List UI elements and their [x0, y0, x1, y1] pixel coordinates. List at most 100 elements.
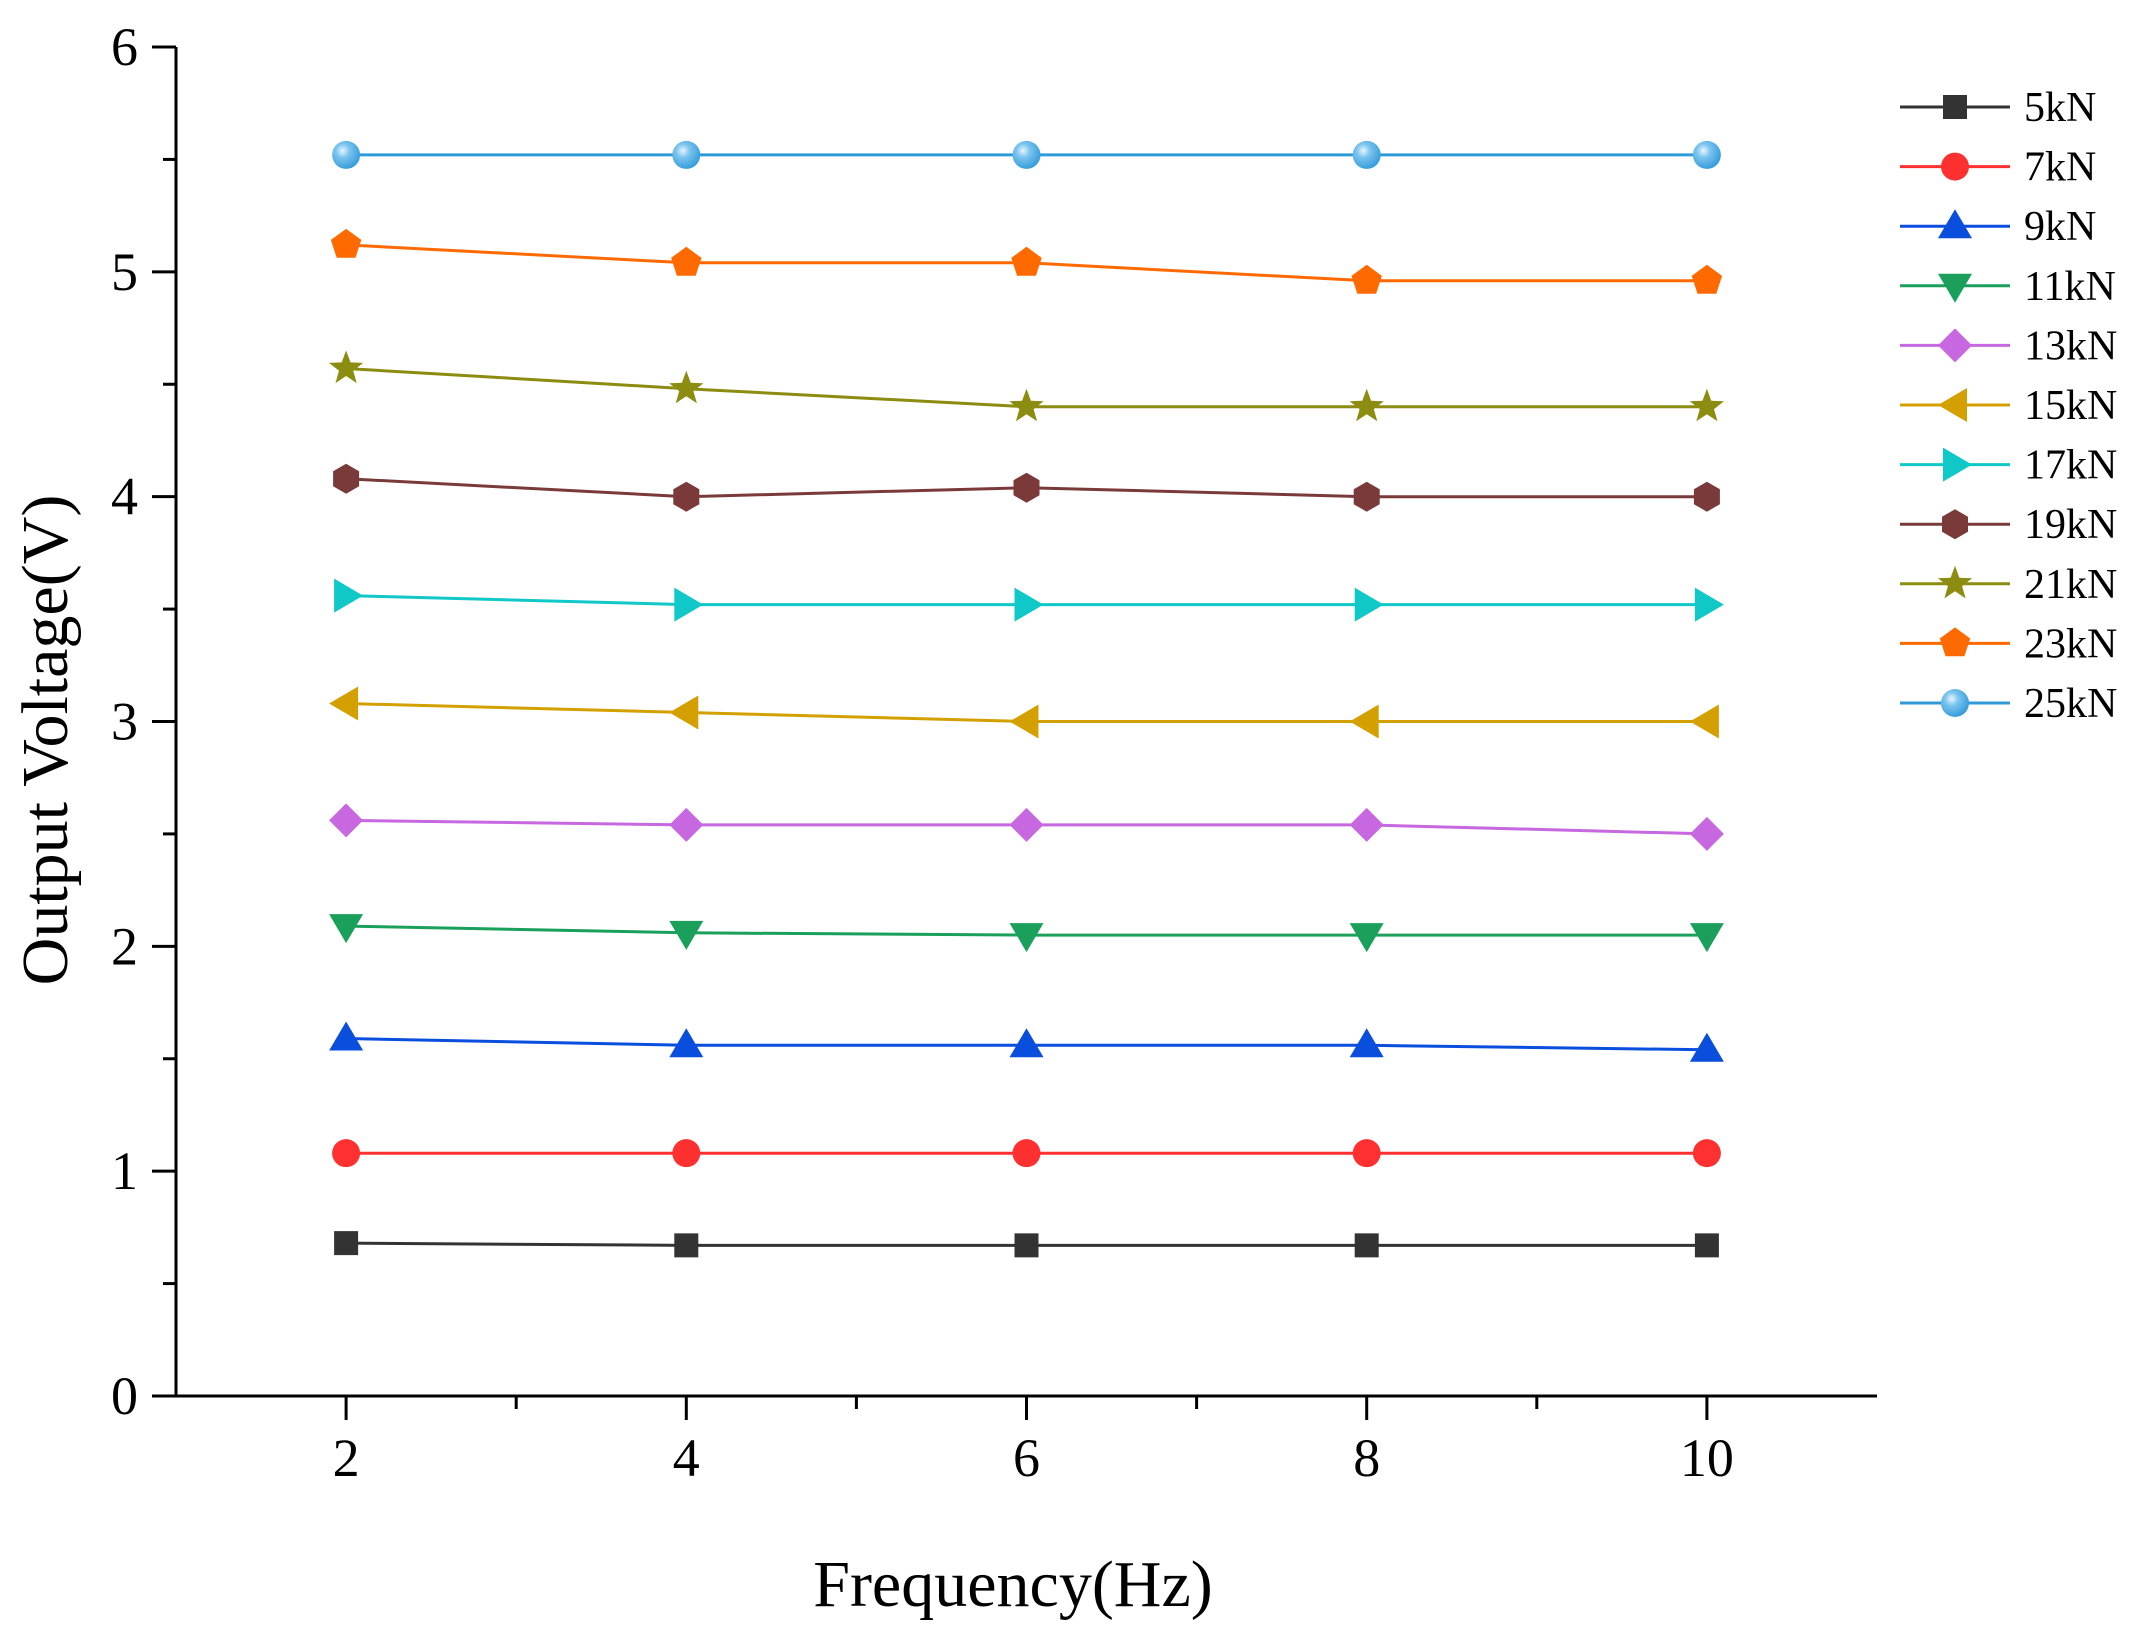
series-layer: [329, 140, 1724, 1258]
data-point: [1689, 923, 1724, 953]
y-tick-label: 6: [111, 17, 138, 77]
x-axis-title: Frequency(Hz): [813, 1548, 1212, 1621]
y-tick-label: 0: [111, 1366, 138, 1426]
data-point: [672, 1139, 701, 1168]
x-tick-label: 4: [673, 1428, 700, 1488]
data-point: [672, 140, 701, 169]
legend-item: 23kN: [1900, 621, 2117, 667]
data-point: [1014, 587, 1044, 622]
series-21kN: [329, 350, 1724, 422]
legend-marker: [1941, 152, 1969, 181]
data-point: [669, 370, 704, 404]
data-point: [334, 1231, 359, 1256]
data-point: [332, 1139, 361, 1168]
series-5kN: [334, 1231, 1719, 1258]
data-point: [1351, 264, 1382, 294]
legend-item: 5kN: [1900, 85, 2096, 131]
legend-item: 13kN: [1900, 323, 2117, 369]
x-tick-label: 6: [1013, 1428, 1040, 1488]
data-point: [1009, 1028, 1044, 1058]
data-point: [674, 587, 704, 622]
y-tick-label: 5: [111, 242, 138, 302]
legend-marker: [1938, 328, 1972, 363]
data-point: [1692, 140, 1721, 169]
legend-item: 21kN: [1900, 562, 2117, 608]
y-tick-label: 1: [111, 1141, 138, 1201]
legend-item: 11kN: [1900, 264, 2116, 310]
legend-marker: [1938, 209, 1972, 239]
legend-label: 5kN: [2024, 85, 2096, 131]
series-25kN: [332, 140, 1721, 169]
data-point: [1693, 481, 1720, 512]
series-17kN: [334, 578, 1724, 622]
legend-item: 19kN: [1900, 502, 2117, 548]
legend-label: 15kN: [2024, 383, 2117, 429]
y-tick-label: 2: [111, 916, 138, 976]
data-point: [669, 695, 699, 730]
data-point: [1353, 481, 1380, 512]
data-point: [1013, 472, 1040, 503]
data-point: [1349, 704, 1379, 739]
data-point: [1689, 1032, 1724, 1062]
data-point: [1009, 923, 1044, 953]
data-point: [1012, 1139, 1041, 1168]
data-point: [1349, 1028, 1384, 1058]
data-point: [1691, 264, 1723, 294]
legend-label: 21kN: [2024, 562, 2117, 608]
data-point: [1349, 923, 1384, 953]
data-point: [1349, 388, 1384, 422]
legend-item: 7kN: [1900, 145, 2096, 191]
data-point: [1689, 388, 1724, 422]
series-9kN: [329, 1021, 1724, 1062]
data-point: [329, 686, 359, 721]
legend-marker: [1942, 509, 1968, 540]
data-point: [329, 803, 364, 838]
data-point: [1012, 140, 1041, 169]
data-point: [1352, 1139, 1381, 1168]
data-point: [1694, 587, 1724, 622]
x-tick-label: 2: [333, 1428, 360, 1488]
legend-label: 9kN: [2024, 204, 2096, 250]
data-point: [1009, 704, 1039, 739]
data-point: [669, 1028, 704, 1058]
legend: 5kN 7kN 9kN 11kN 13kN 15kN 17kN 19kN 21kN 23kN 25k…: [1900, 85, 2117, 727]
data-point: [1009, 388, 1044, 422]
data-point: [332, 140, 361, 169]
data-point: [1011, 246, 1042, 276]
legend-label: 19kN: [2024, 502, 2117, 548]
legend-label: 23kN: [2024, 621, 2117, 667]
x-tick-label: 8: [1353, 1428, 1380, 1488]
series-7kN: [332, 1139, 1721, 1168]
data-point: [1354, 587, 1384, 622]
legend-marker: [1943, 447, 1972, 482]
data-point: [674, 1233, 699, 1258]
legend-marker: [1937, 565, 1973, 599]
legend-item: 17kN: [1900, 443, 2117, 489]
legend-marker: [1938, 388, 1967, 422]
data-point: [1689, 816, 1724, 851]
legend-marker: [1939, 627, 1971, 657]
data-point: [329, 350, 364, 384]
data-point: [1354, 1233, 1379, 1258]
y-tick-label: 3: [111, 692, 138, 752]
data-point: [1694, 1233, 1719, 1258]
data-point: [1014, 1233, 1039, 1258]
legend-item: 25kN: [1900, 681, 2117, 727]
data-point: [1692, 1139, 1721, 1168]
data-point: [673, 481, 700, 512]
x-tick-label: 10: [1680, 1428, 1734, 1488]
data-point: [1689, 704, 1719, 739]
data-point: [333, 463, 360, 494]
y-tick-label: 4: [111, 467, 138, 527]
legend-marker: [1943, 95, 1967, 119]
series-11kN: [329, 914, 1724, 953]
data-point: [329, 1021, 364, 1051]
series-13kN: [329, 803, 1724, 851]
series-15kN: [329, 686, 1719, 739]
legend-marker: [1938, 273, 1972, 303]
series-23kN: [330, 228, 1723, 294]
data-point: [669, 920, 704, 950]
legend-marker: [1941, 689, 1969, 717]
data-point: [330, 228, 362, 258]
